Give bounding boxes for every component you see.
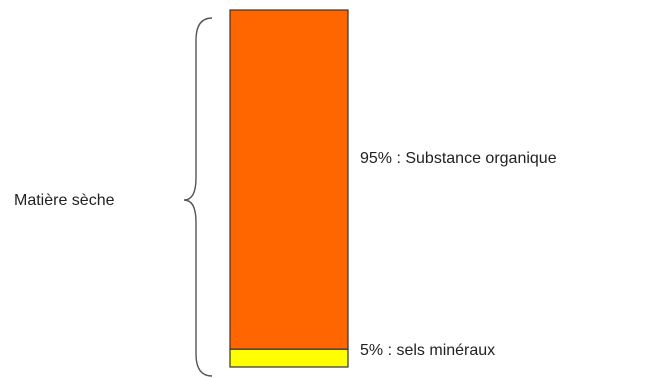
group-label: Matière sèche <box>14 192 115 209</box>
bar-segment-sels-minéraux <box>229 348 349 368</box>
segment-label-minerals: 5% : sels minéraux <box>360 342 496 359</box>
bar-segment-substance-organique <box>229 9 349 350</box>
segment-label-organic: 95% : Substance organique <box>360 150 557 167</box>
curly-brace <box>183 17 213 377</box>
bar-segments <box>229 9 349 368</box>
